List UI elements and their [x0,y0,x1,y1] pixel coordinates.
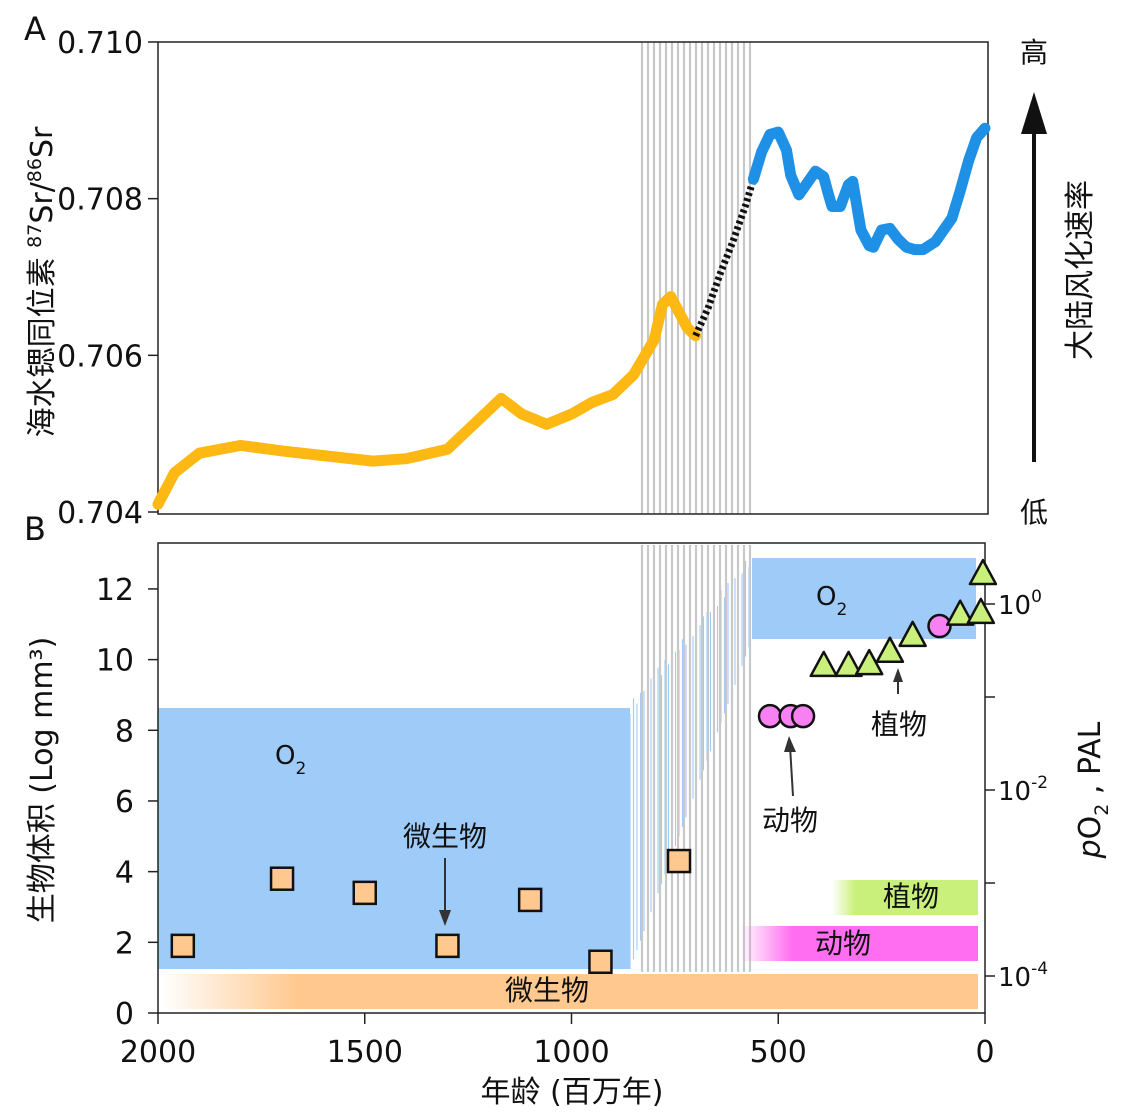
microbe-marker [588,949,613,975]
microbe-marker [269,866,295,891]
top-y-tick-label: 0.708 [57,183,143,218]
animal-annotation-arrowhead [784,736,796,752]
animal-range-bar [740,926,978,961]
weathering-arrow-head [1021,92,1047,134]
sr-series-line-0 [152,291,702,510]
o2-right-axis: 100 10-2 10-4 [985,587,1048,993]
bottom-y-tick-label: 10 [96,644,134,679]
top-y-tick-label: 0.704 [57,496,143,531]
animal-marker [927,613,952,639]
bottom-right-axis-label: pO2 , PAL [1073,721,1113,859]
plant-marker [966,597,996,625]
o2-region-proterozoic [158,708,630,969]
snowball-stripes-bottom [640,545,752,972]
animal-range-label: 动物 [815,927,871,960]
right-axis-tick-label: 10-2 [998,773,1048,807]
plant-marker [809,650,838,678]
microbe-marker [170,933,196,959]
bottom-x-tick-label: 500 [750,1035,807,1070]
panel-label-b: B [24,510,46,548]
plant-marker [968,558,998,586]
weathering-high-label: 高 [1020,36,1048,69]
plant-annotation: 植物 [871,708,927,741]
right-axis-tick-label: 10-4 [998,959,1048,993]
microbe-marker [517,887,543,913]
bottom-y-tick-label: 4 [115,856,134,891]
panel-label-a: A [24,10,46,48]
sr-isotope-curve [152,122,991,510]
bottom-y-tick-label: 2 [115,926,134,961]
weathering-low-label: 低 [1020,496,1048,529]
top-plot-frame [157,41,989,515]
o2-label-left: O2 [275,741,306,779]
plant-annotation-arrowhead [893,668,903,682]
sr-series-line-2 [747,122,991,256]
right-axis-tick-label: 100 [998,587,1042,621]
bottom-axes: 0 2 4 6 8 10 12 2000 1500 1000 500 0 [96,542,995,1070]
microbe-range-bar [160,974,978,1009]
bottom-y-tick-label: 6 [115,785,134,820]
plant-marker [945,599,975,626]
top-y-axis-label: 海水锶同位素 87Sr/86Sr [24,126,60,437]
sr-series-line-1 [692,178,757,338]
top-y-tick-label: 0.706 [57,339,143,374]
bottom-y-tick-label: 8 [115,714,134,749]
body-size-markers [170,558,998,975]
plant-range-label: 植物 [883,880,939,913]
animal-marker [757,703,783,729]
plant-range-bar [832,880,978,915]
animal-annotation: 动物 [762,804,818,837]
bottom-y-axis-label: 生物体积 (Log mm³) [25,637,60,924]
animal-marker [790,703,816,729]
microbe-range-label: 微生物 [505,974,589,1007]
microbe-marker [352,880,377,906]
bottom-x-tick-label: 2000 [120,1035,196,1070]
microbe-marker [666,848,692,874]
top-y-tick-label: 0.710 [57,26,143,61]
bottom-y-tick-label: 0 [115,997,134,1032]
o2-label-right: O2 [816,582,847,620]
bottom-x-axis-label: 年龄 (百万年) [481,1075,664,1110]
microbe-annotation: 微生物 [403,820,487,853]
bottom-x-tick-label: 0 [975,1035,994,1070]
microbe-annotation-arrowhead [439,910,451,926]
snowball-stripes-top [640,42,752,514]
bottom-y-tick-label: 12 [96,573,134,608]
plant-marker [834,650,863,678]
microbe-marker [435,933,460,959]
plant-marker [898,620,927,648]
bottom-x-tick-label: 1000 [533,1035,609,1070]
plant-marker [875,636,905,664]
top-y-ticks: 0.704 0.706 0.708 0.710 [57,26,158,531]
bottom-x-tick-label: 1500 [327,1035,403,1070]
weathering-rate-label: 大陆风化速率 [1063,180,1098,360]
animal-annotation-arrow [789,745,794,797]
